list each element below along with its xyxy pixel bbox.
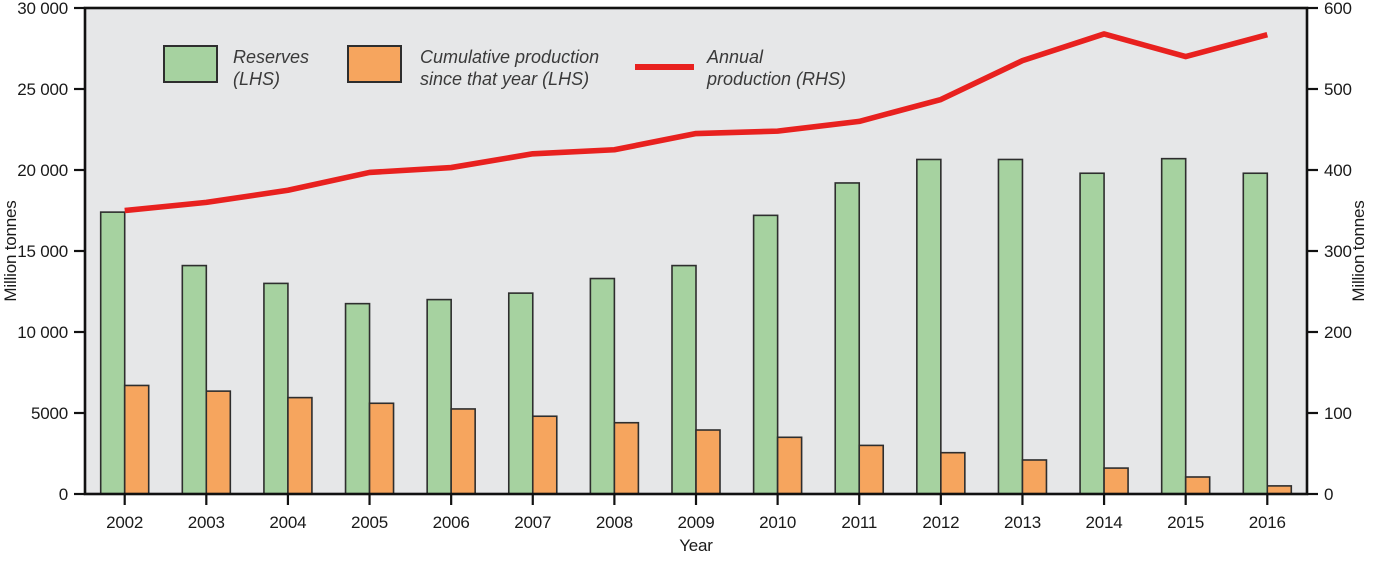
cumulative-production-bar	[613, 421, 640, 495]
y-left-tick-label: 25 000	[17, 80, 68, 99]
cumulative-production-bar	[205, 390, 232, 495]
cumulative-production-bar	[1021, 459, 1048, 495]
year-tick-label: 2012	[922, 513, 959, 532]
cumulative-production-bar	[940, 451, 966, 495]
reserves-bar	[426, 298, 452, 495]
y-left-tick-label: 15 000	[17, 242, 68, 261]
cumulative-production-bar	[368, 402, 395, 495]
year-tick-label: 2010	[759, 513, 796, 532]
cumulative-production-bar	[123, 384, 150, 495]
cumulative-production-bar	[858, 444, 885, 495]
year-tick-label: 2014	[1086, 513, 1123, 532]
year-tick-label: 2016	[1249, 513, 1286, 532]
cumulative-production-bar	[1103, 467, 1129, 495]
cumulative-production-bar	[776, 436, 803, 495]
reserves-bar	[344, 302, 371, 495]
y-right-tick-label: 0	[1324, 485, 1333, 504]
y-left-tick-label: 20 000	[17, 161, 68, 180]
year-tick-label: 2007	[514, 513, 551, 532]
reserves-bar	[589, 277, 616, 495]
year-tick-label: 2008	[596, 513, 633, 532]
y-left-tick-label: 30 000	[17, 0, 68, 18]
y-right-tick-label: 500	[1324, 80, 1352, 99]
year-tick-label: 2005	[351, 513, 388, 532]
annual-production-line	[124, 31, 1269, 214]
y-right-tick-label: 300	[1324, 242, 1352, 261]
left-axis-title: Million tonnes	[1, 200, 20, 301]
year-tick-label: 2011	[841, 513, 877, 532]
reserves-bar	[671, 264, 697, 495]
year-tick-label: 2009	[677, 513, 714, 532]
reserves-bar	[1242, 172, 1269, 495]
year-tick-label: 2002	[106, 513, 143, 532]
reserves-bar	[99, 211, 126, 495]
reserves-bar	[916, 158, 942, 495]
year-tick-label: 2003	[188, 513, 225, 532]
year-tick-label: 2015	[1167, 513, 1204, 532]
reserves-bar	[507, 292, 534, 495]
cumulative-production-bar	[531, 415, 558, 495]
reserves-bar	[1160, 157, 1187, 495]
year-tick-label: 2013	[1004, 513, 1041, 532]
reserves-bar	[752, 214, 779, 495]
right-axis-title: Million tonnes	[1349, 200, 1368, 301]
year-tick-label: 2006	[433, 513, 470, 532]
reserves-bar	[263, 282, 289, 495]
cumulative-production-bar	[287, 396, 313, 495]
y-left-tick-label: 0	[59, 485, 68, 504]
y-right-tick-label: 200	[1324, 323, 1352, 342]
cumulative-production-bar	[695, 429, 721, 495]
cumulative-production-bar	[1184, 476, 1211, 495]
x-axis-title: Year	[679, 536, 713, 555]
y-right-tick-label: 400	[1324, 161, 1352, 180]
reserves-bar	[997, 158, 1024, 495]
reserves-bar	[181, 264, 208, 495]
cumulative-production-bar	[450, 408, 476, 495]
reserves-bar	[834, 182, 861, 495]
y-left-tick-label: 10 000	[17, 323, 68, 342]
reserves-bar	[1079, 172, 1105, 495]
y-right-tick-label: 600	[1324, 0, 1352, 18]
y-right-tick-label: 100	[1324, 404, 1352, 423]
year-tick-label: 2004	[269, 513, 306, 532]
y-left-tick-label: 5000	[31, 404, 68, 423]
